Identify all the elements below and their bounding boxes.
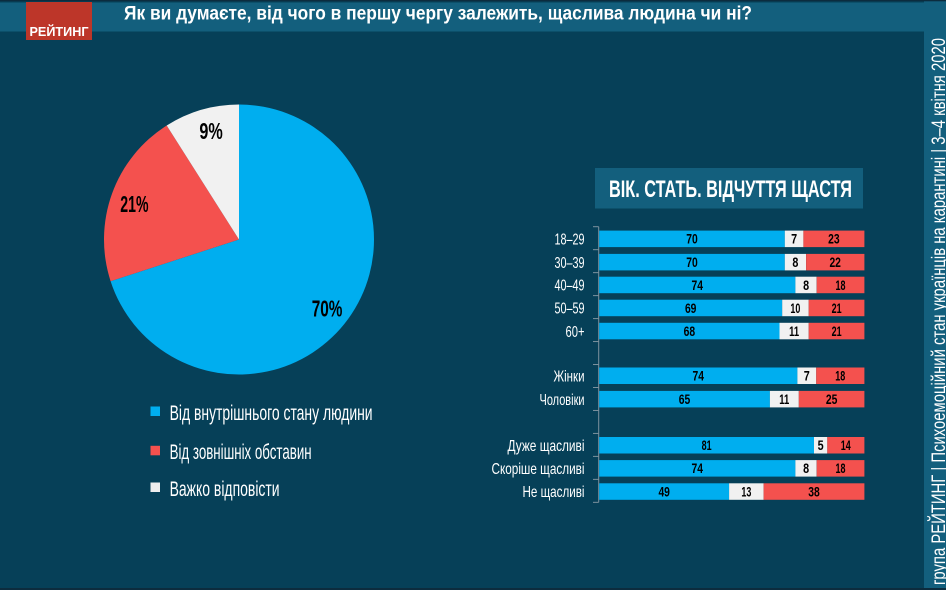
svg-text:Від зовнішніх обставин: Від зовнішніх обставин [170,441,312,464]
svg-text:70: 70 [686,255,698,270]
svg-text:69: 69 [685,301,697,316]
svg-text:13: 13 [741,484,751,499]
svg-text:40–49: 40–49 [555,278,585,295]
svg-text:РЕЙТИНГ: РЕЙТИНГ [30,24,89,39]
svg-text:Чоловіки: Чоловіки [540,392,585,409]
svg-text:група РЕЙТИНГ | Психоемоційний: група РЕЙТИНГ | Психоемоційний стан укра… [926,38,946,585]
svg-text:70%: 70% [312,295,343,321]
svg-text:50–59: 50–59 [555,301,585,318]
svg-text:21: 21 [832,324,842,339]
svg-text:18: 18 [836,278,846,293]
svg-text:Як ви думаєте, від чого в перш: Як ви думаєте, від чого в першу чергу за… [124,4,752,25]
svg-text:ВІК. СТАТЬ. ВІДЧУТТЯ ЩАСТЯ: ВІК. СТАТЬ. ВІДЧУТТЯ ЩАСТЯ [609,176,852,203]
svg-text:11: 11 [789,324,799,339]
svg-text:25: 25 [826,392,838,407]
svg-text:60+: 60+ [566,324,585,341]
svg-text:8: 8 [803,278,809,293]
svg-text:18: 18 [836,461,846,476]
svg-text:70: 70 [686,232,698,247]
svg-text:23: 23 [828,232,840,247]
svg-text:9%: 9% [199,118,222,144]
svg-text:10: 10 [790,301,800,316]
svg-text:49: 49 [658,484,670,499]
svg-text:74: 74 [692,278,704,293]
svg-text:5: 5 [818,438,824,453]
svg-text:7: 7 [791,232,797,247]
svg-text:Дуже щасливі: Дуже щасливі [508,438,585,455]
svg-text:8: 8 [803,461,809,476]
svg-text:68: 68 [684,324,696,339]
svg-text:Від внутрішнього стану людини: Від внутрішнього стану людини [170,402,373,425]
svg-text:81: 81 [702,438,712,453]
svg-text:22: 22 [829,255,841,270]
svg-text:38: 38 [808,484,820,499]
svg-text:18–29: 18–29 [555,232,585,249]
svg-text:7: 7 [804,369,810,384]
svg-text:74: 74 [692,461,704,476]
svg-text:21: 21 [832,301,842,316]
svg-text:Жінки: Жінки [554,368,585,385]
svg-text:65: 65 [679,392,691,407]
svg-text:74: 74 [693,369,705,384]
svg-text:Скоріше щасливі: Скоріше щасливі [492,461,585,478]
svg-text:Не щасливі: Не щасливі [523,484,585,501]
svg-text:21%: 21% [120,191,148,217]
svg-text:18: 18 [835,369,845,384]
svg-text:14: 14 [841,438,851,453]
svg-text:8: 8 [792,255,798,270]
svg-text:11: 11 [779,392,789,407]
svg-text:Важко відповісти: Важко відповісти [170,478,280,501]
svg-text:30–39: 30–39 [555,255,585,272]
